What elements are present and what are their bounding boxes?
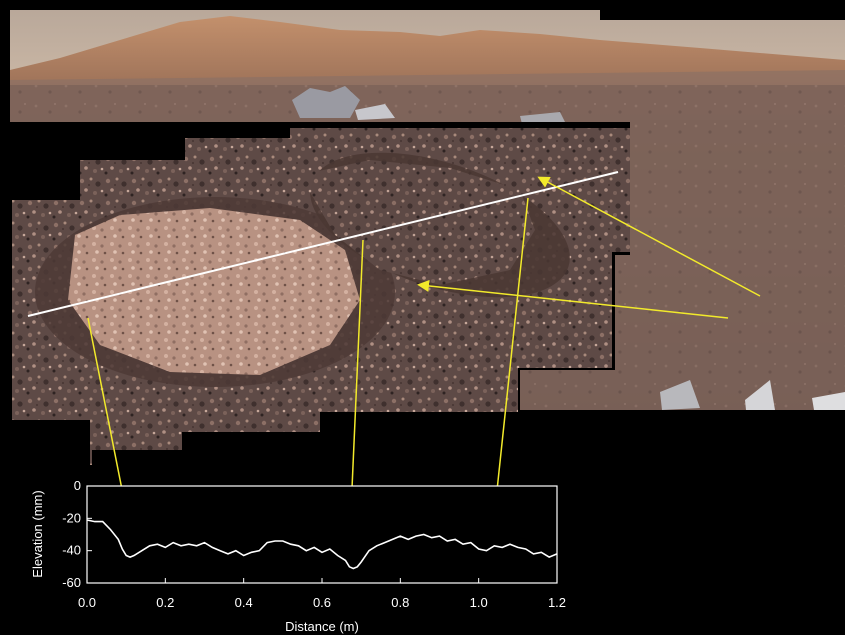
x-axis-label: Distance (m): [285, 619, 359, 634]
arrow-to-patch: [417, 279, 729, 319]
x-tick-label: 0.6: [313, 595, 331, 610]
x-tick-label: 1.2: [548, 595, 566, 610]
x-tick-label: 0.8: [391, 595, 409, 610]
plot-frame: [86, 485, 558, 584]
x-tick-label: 1.0: [470, 595, 488, 610]
y-tick-label: -60: [62, 575, 81, 590]
arrow-to-rock: [537, 176, 761, 297]
x-tick-label: 0.2: [156, 595, 174, 610]
y-tick-label: 0: [74, 478, 81, 493]
y-tick-label: -20: [62, 510, 81, 525]
y-axis-label: Elevation (mm): [30, 490, 45, 577]
x-tick-label: 0.4: [235, 595, 253, 610]
y-tick-label: -40: [62, 543, 81, 558]
elevation-series-line: [86, 519, 558, 570]
x-tick-label: 0.0: [78, 595, 96, 610]
transect-line: [27, 171, 619, 317]
